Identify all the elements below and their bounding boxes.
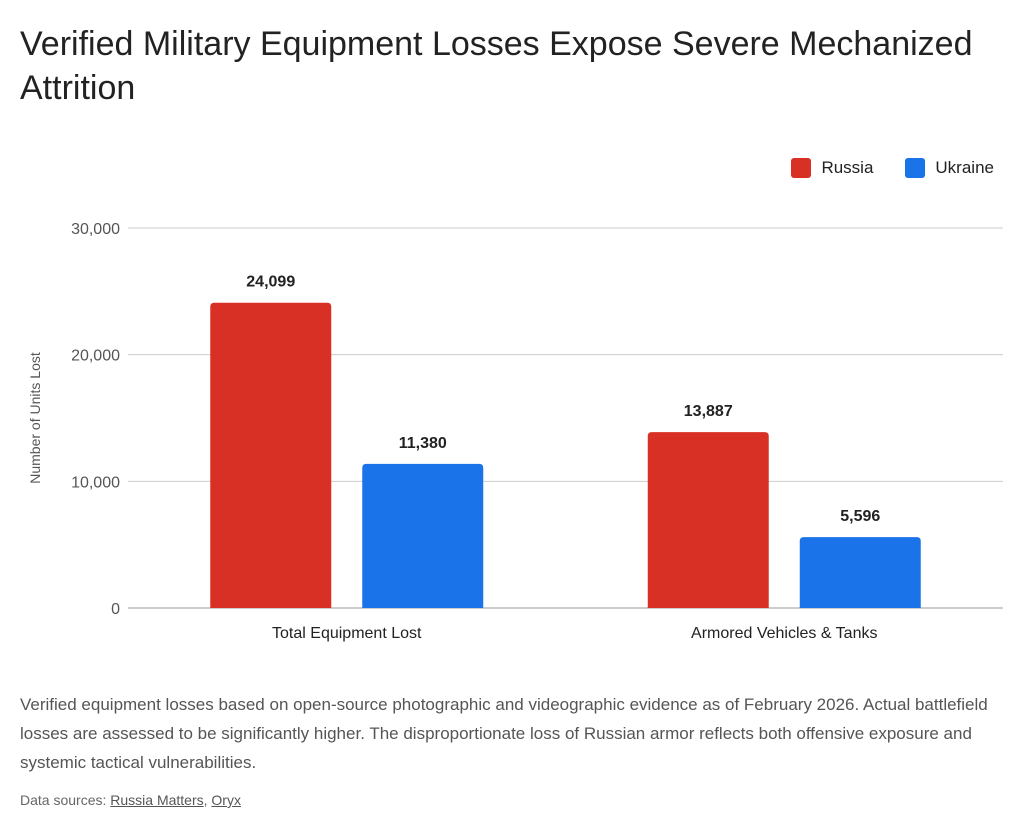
bar-ukraine	[799, 537, 921, 608]
legend-swatch	[905, 158, 926, 178]
sources-label: Data sources:	[20, 792, 107, 808]
x-tick-label: Armored Vehicles & Tanks	[691, 625, 877, 642]
bar-ukraine	[362, 463, 484, 608]
y-tick-label: 10,000	[71, 474, 120, 491]
legend-item-russia: Russia	[791, 158, 873, 178]
legend: Russia Ukraine	[791, 158, 994, 178]
source-link-oryx[interactable]: Oryx	[211, 792, 241, 808]
bar-chart: 0 10,000 20,000 30,000 Number of Units Lost T…	[27, 221, 1003, 642]
data-sources: Data sources: Russia Matters, Oryx	[20, 792, 241, 808]
y-axis-label: Number of Units Lost	[27, 352, 43, 484]
legend-label: Ukraine	[935, 158, 994, 177]
y-tick-label: 20,000	[71, 348, 120, 365]
chart-description: Verified equipment losses based on open-…	[20, 695, 988, 772]
bar-russia	[647, 432, 769, 608]
legend-swatch	[791, 158, 812, 178]
data-label: 11,380	[399, 435, 447, 452]
legend-item-ukraine: Ukraine	[905, 158, 994, 178]
data-label: 13,887	[684, 403, 733, 420]
y-tick-label: 0	[111, 601, 120, 618]
y-tick-label: 30,000	[71, 221, 120, 238]
legend-label: Russia	[821, 158, 874, 177]
chart-title: Verified Military Equipment Losses Expos…	[20, 25, 973, 107]
data-label: 24,099	[246, 274, 295, 291]
x-tick-label: Total Equipment Lost	[272, 625, 422, 642]
bar-russia	[210, 302, 332, 608]
data-label: 5,596	[840, 508, 880, 525]
source-link-russia-matters[interactable]: Russia Matters	[110, 792, 204, 808]
